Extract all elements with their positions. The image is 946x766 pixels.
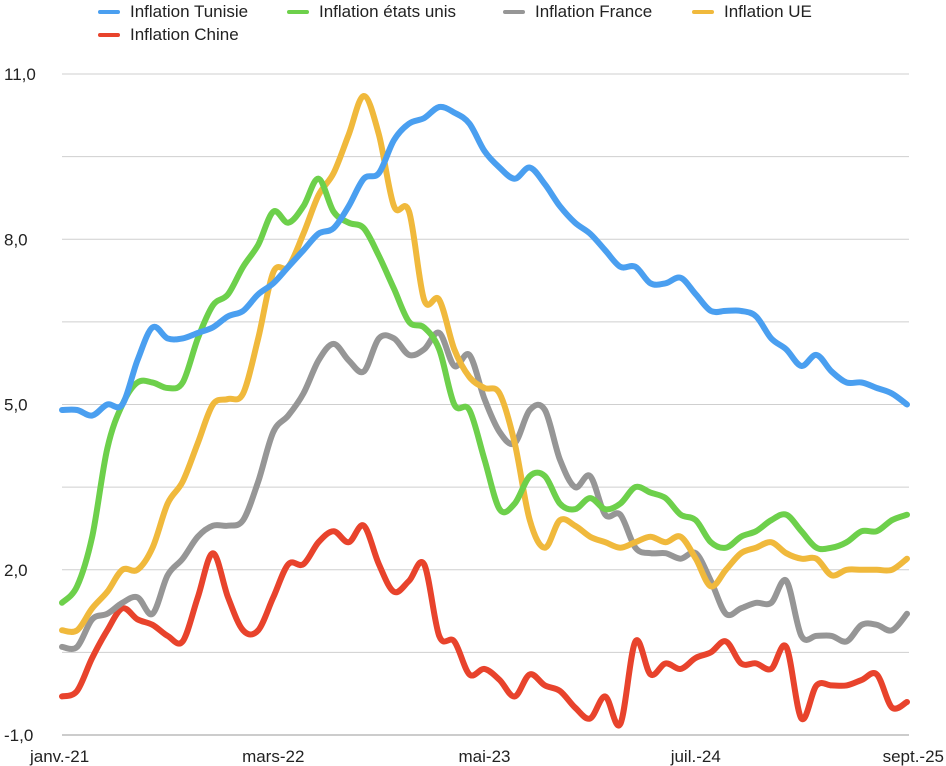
x-axis-ticks: janv.-21 mars-22 mai-23 juil.-24 sept.-25 bbox=[29, 747, 944, 766]
legend-item-etats-unis: Inflation états unis bbox=[287, 0, 456, 24]
legend-item-chine: Inflation Chine bbox=[98, 23, 239, 47]
x-tick-label: juil.-24 bbox=[670, 747, 721, 766]
series-line-chine bbox=[59, 522, 910, 729]
x-tick-label: sept.-25 bbox=[883, 747, 944, 766]
chart-legend: Inflation Tunisie Inflation états unis I… bbox=[0, 0, 946, 50]
series-line-tunisie bbox=[59, 103, 910, 419]
legend-label-etats-unis: Inflation états unis bbox=[319, 2, 457, 21]
legend-swatch-tunisie bbox=[98, 10, 120, 14]
series-line-france bbox=[59, 329, 910, 652]
legend-label-chine: Inflation Chine bbox=[130, 25, 239, 44]
legend-swatch-france bbox=[503, 10, 525, 14]
x-tick-label: janv.-21 bbox=[29, 747, 89, 766]
legend-item-tunisie: Inflation Tunisie bbox=[98, 0, 248, 24]
y-tick-label: 2,0 bbox=[4, 561, 28, 580]
legend-label-ue: Inflation UE bbox=[724, 2, 812, 21]
x-tick-label: mars-22 bbox=[242, 747, 304, 766]
legend-swatch-ue bbox=[692, 10, 714, 14]
y-tick-label: 8,0 bbox=[4, 230, 28, 249]
legend-label-tunisie: Inflation Tunisie bbox=[130, 2, 249, 21]
y-tick-label: 11,0 bbox=[4, 65, 36, 84]
series-lines bbox=[59, 93, 910, 729]
legend-swatch-etats-unis bbox=[287, 10, 309, 14]
y-tick-label: 5,0 bbox=[4, 396, 28, 415]
y-axis-ticks: -1,0 2,0 5,0 8,0 11,0 bbox=[4, 65, 36, 745]
x-tick-label: mai-23 bbox=[459, 747, 511, 766]
series-line-ue bbox=[59, 93, 910, 635]
legend-item-ue: Inflation UE bbox=[692, 0, 812, 24]
legend-item-france: Inflation France bbox=[503, 0, 652, 24]
legend-swatch-chine bbox=[98, 33, 120, 37]
legend-label-france: Inflation France bbox=[535, 2, 653, 21]
y-tick-label: -1,0 bbox=[4, 726, 33, 745]
